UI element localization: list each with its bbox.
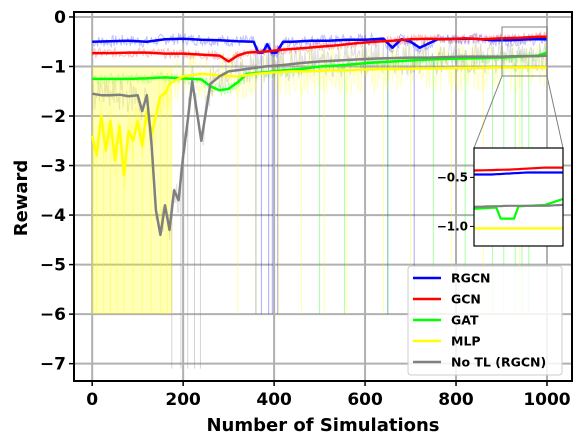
- legend-box: [407, 265, 563, 376]
- inset-y-tick-label: −1.0: [437, 219, 468, 233]
- y-tick-label: −6: [40, 305, 66, 325]
- y-tick-label: 0: [54, 8, 66, 28]
- inset-rgcn-line: [474, 171, 563, 176]
- y-axis-label: Reward: [11, 160, 32, 237]
- legend-label-mlp: MLP: [451, 334, 481, 349]
- mlp-line: [90, 66, 547, 177]
- inset-series-layer: [474, 166, 563, 230]
- plot-frame: [73, 11, 573, 382]
- inset-frame: [473, 147, 564, 247]
- zoom-region-box: [501, 26, 548, 77]
- series-layer: [90, 35, 548, 237]
- y-ticks: 0 −1 −2 −3 −4 −5 −6 −7: [40, 8, 74, 375]
- zoom-indicator: [473, 26, 564, 149]
- inset-y-tick-label: −0.5: [437, 170, 468, 184]
- x-tick-label: 0: [86, 390, 98, 410]
- x-tick-label: 400: [256, 390, 292, 410]
- x-axis-label: Number of Simulations: [206, 415, 439, 436]
- legend-label-gat: GAT: [451, 313, 479, 328]
- legend: RGCN GCN GAT MLP No TL (RGCN): [407, 265, 563, 376]
- inset-y-ticks: −0.5 −1.0: [437, 170, 474, 233]
- legend-label-rgcn: RGCN: [451, 271, 491, 286]
- x-tick-label: 200: [165, 390, 201, 410]
- zoom-connector-left: [473, 75, 503, 149]
- gcn-line: [92, 35, 547, 63]
- gat-line: [92, 51, 548, 92]
- inset-gcn-line: [474, 166, 563, 172]
- legend-label-no-tl-rgcn: No TL (RGCN): [451, 355, 546, 370]
- inset-no-tl-rgcn-line: [474, 203, 563, 208]
- no-tl-rgcn-line: [91, 54, 548, 237]
- x-ticks: 0 200 400 600 800 1000: [86, 381, 571, 410]
- x-tick-label: 800: [438, 390, 474, 410]
- legend-label-gcn: GCN: [451, 292, 481, 307]
- zoom-connector-right: [546, 75, 564, 149]
- y-tick-label: −2: [40, 107, 66, 127]
- y-tick-label: −7: [40, 355, 66, 375]
- y-tick-label: −4: [40, 206, 66, 226]
- y-tick-label: −3: [40, 157, 66, 177]
- inset-background: [474, 148, 563, 246]
- x-tick-label: 600: [347, 390, 383, 410]
- gcn-raw-trace: [91, 30, 548, 64]
- y-tick-label: −5: [40, 256, 66, 276]
- x-tick-label: 1000: [523, 390, 570, 410]
- inset-chart: −0.5 −1.0: [437, 147, 564, 247]
- y-tick-label: −1: [40, 57, 66, 77]
